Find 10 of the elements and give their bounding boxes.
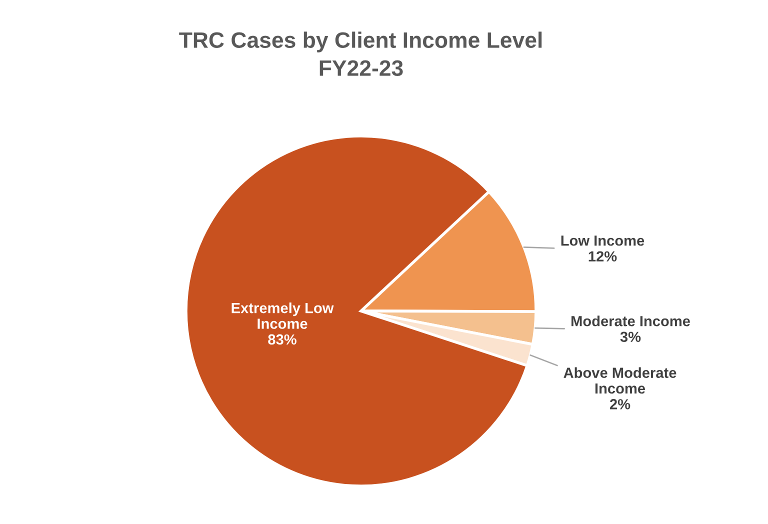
slice-label: Above Moderate Income: [564, 367, 676, 394]
data-label: 12%: [588, 251, 617, 262]
data-label: 2%: [610, 399, 630, 410]
slice-label: Extremely Low Income: [232, 302, 334, 329]
chart-subtitle: FY22-23: [320, 60, 403, 76]
data-label: 83%: [268, 334, 296, 345]
chart-title: TRC Cases by Client Income Level: [179, 32, 542, 52]
slice-label: Low Income: [561, 236, 644, 246]
slice-label: Moderate Income: [572, 316, 690, 326]
data-label: 3%: [620, 332, 641, 342]
